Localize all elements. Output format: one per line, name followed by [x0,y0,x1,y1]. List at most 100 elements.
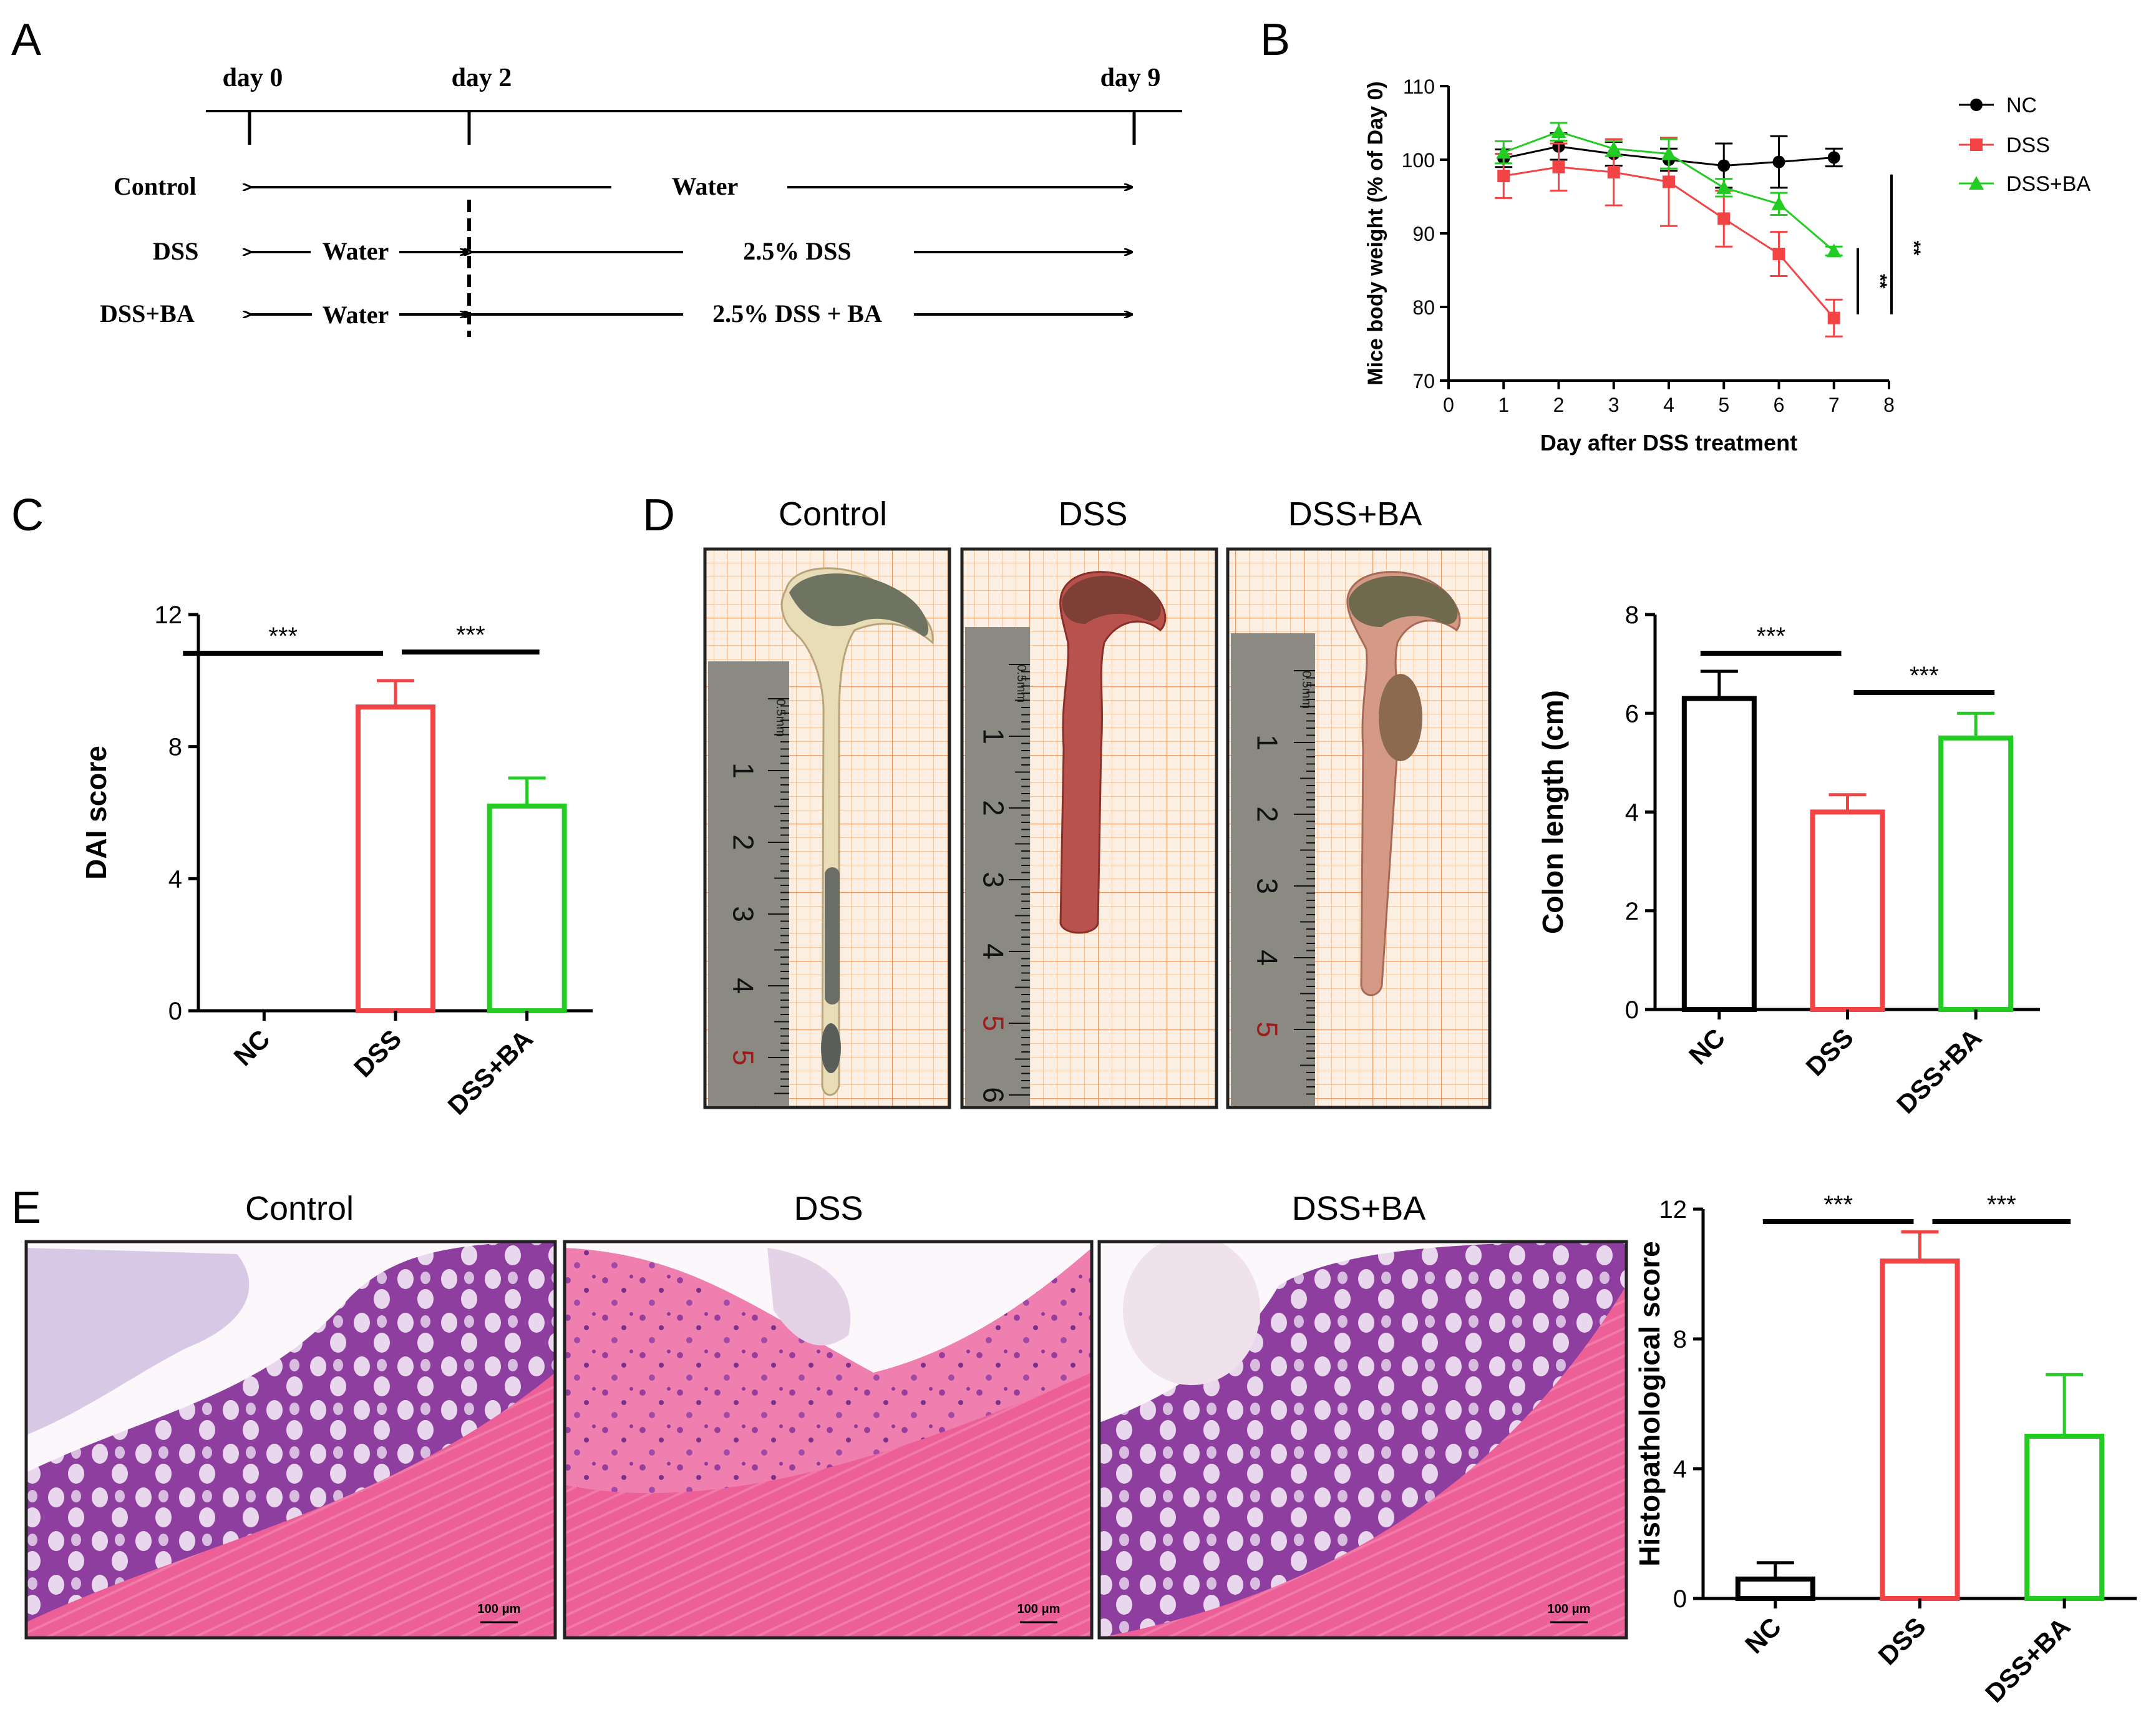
y-tick-label: 100 [1402,149,1435,172]
histology-label-dss: DSS [794,1190,863,1227]
x-tick-label: 2 [1553,394,1565,416]
y-axis-label: Histopathological score [1633,1241,1666,1566]
x-axis-label: Day after DSS treatment [1540,430,1797,455]
bar-dss [1880,1258,1960,1601]
y-axis-label: Mice body weight (% of Day 0) [1364,81,1387,385]
point-dss-ba [1496,145,1512,159]
dai-score-chart: 0 4 8 12 NC DSS DSS+BA DAI score *** *** [80,601,593,1121]
significance-label: *** [1823,1191,1853,1219]
dss-treatment-label: 2.5% DSS [743,237,851,265]
y-tick-label: 6 [1625,700,1639,727]
bar-dss-ba [487,803,567,1013]
x-tick-label: 1 [1498,394,1509,416]
y-tick-label: 0 [1625,996,1639,1024]
legend-marker-nc [1970,99,1983,111]
day-9-label: day 9 [1100,64,1161,92]
y-tick-label: 0 [1673,1585,1687,1613]
significance-label: ** [1903,241,1924,256]
histology-image-dss-ba: 100 μm [1097,1240,1628,1640]
panel-letter-b: B [1260,15,1290,65]
histology-panel: Control DSS DSS+BA 100 μm [24,1190,1628,1640]
y-tick-label: 12 [1659,1196,1687,1224]
dssba-water-label: Water [323,301,389,329]
panel-letter-a: A [11,15,41,65]
y-tick-label: 0 [168,998,182,1025]
legend-marker-dss-ba [1969,176,1984,190]
bar-dss [1810,809,1885,1012]
group-label-dss: DSS [153,237,198,265]
ruler-unit-label: 0.5mm [774,699,787,737]
colon-photo-dss-ba [1226,547,1492,1109]
significance-label: *** [456,621,485,649]
histology-label-dss-ba: DSS+BA [1292,1190,1426,1227]
point-nc [1827,151,1840,164]
panel-letter-c: C [11,490,44,540]
y-tick-label: 8 [1625,601,1639,629]
colon-length-chart: 0 2 4 6 8 NC DSS DSS+BA Colon length (cm) *** *** [1537,601,2040,1119]
group-label-dss-ba: DSS+BA [100,299,195,328]
ruler-number: 2 [978,800,1010,816]
ruler-number: 4 [727,978,760,994]
scale-bar-label: 100 μm [478,1602,521,1616]
x-tick-label: NC [228,1024,276,1071]
ruler-number: 2 [1251,806,1284,822]
colon-photo-panel: Control DSS DSS+BA [703,495,1492,1109]
ruler [965,627,1030,1106]
ruler [708,661,789,1106]
point-dss [1717,212,1731,225]
y-tick-label: 110 [1403,75,1435,98]
x-tick-label: 7 [1828,394,1840,416]
bar-dss [356,704,435,1013]
legend-label-dss: DSS [2006,134,2050,157]
bar-dss-ba [1938,735,2014,1012]
x-tick-label: DSS [1873,1612,1931,1670]
y-tick-label: 90 [1412,223,1435,245]
ruler-number: 6 [978,1087,1010,1103]
point-dss-ba [1826,243,1842,258]
ruler-markings: 0.5mm 1 2 3 4 5 6 [978,664,1030,1103]
control-water-label: Water [672,172,739,200]
histology-image-dss: 100 μm [563,1240,1094,1640]
colon-photo-label-control: Control [779,495,887,533]
point-dss [1772,248,1785,261]
point-dss [1663,175,1675,188]
x-tick-label: DSS+BA [442,1024,538,1121]
ruler-number: 5 [727,1049,760,1066]
colon-photo-label-dss-ba: DSS+BA [1288,495,1422,533]
timeline-panel: day 0 day 2 day 9 Control Water DSS Wate… [100,64,1182,337]
y-tick-label: 70 [1412,370,1435,392]
scale-bar-label: 100 μm [1548,1602,1591,1616]
ruler-number: 1 [727,762,760,779]
significance-label: *** [1756,623,1785,650]
x-tick-label: 3 [1608,394,1619,416]
x-tick-label: NC [1683,1023,1731,1070]
y-tick-label: 8 [168,734,182,761]
ruler-markings: 0.5mm 1 2 3 4 5 [1251,670,1315,1095]
x-tick-label: 0 [1443,394,1454,416]
x-tick-label: 8 [1883,394,1895,416]
x-tick-label: 5 [1718,394,1729,416]
ruler [1231,633,1315,1106]
point-nc [1772,155,1785,168]
legend-label-nc: NC [2006,94,2037,117]
point-dss [1497,169,1510,182]
significance-label: *** [1910,662,1939,689]
x-tick-label: DSS+BA [1979,1612,2076,1708]
colon-photo-control [703,547,951,1109]
ruler-number: 5 [978,1015,1010,1031]
y-tick-label: 80 [1412,296,1435,319]
y-tick-label: 4 [1625,799,1639,827]
ruler-number: 3 [978,872,1010,888]
x-tick-label: DSS+BA [1891,1023,1988,1119]
ruler-number: 4 [978,943,1010,960]
ruler-number: 5 [1251,1021,1284,1038]
panel-letter-d: D [643,490,675,540]
x-tick-label: 6 [1774,394,1785,416]
ruler-markings: 0.5mm 1 2 3 4 5 [727,698,789,1094]
panel-letter-e: E [11,1183,41,1233]
ruler-number: 3 [727,906,760,922]
bar-dss-ba [2024,1434,2105,1601]
bar-nc [1681,696,1757,1012]
point-dss-ba [1716,180,1732,194]
point-dss-ba [1551,124,1566,139]
